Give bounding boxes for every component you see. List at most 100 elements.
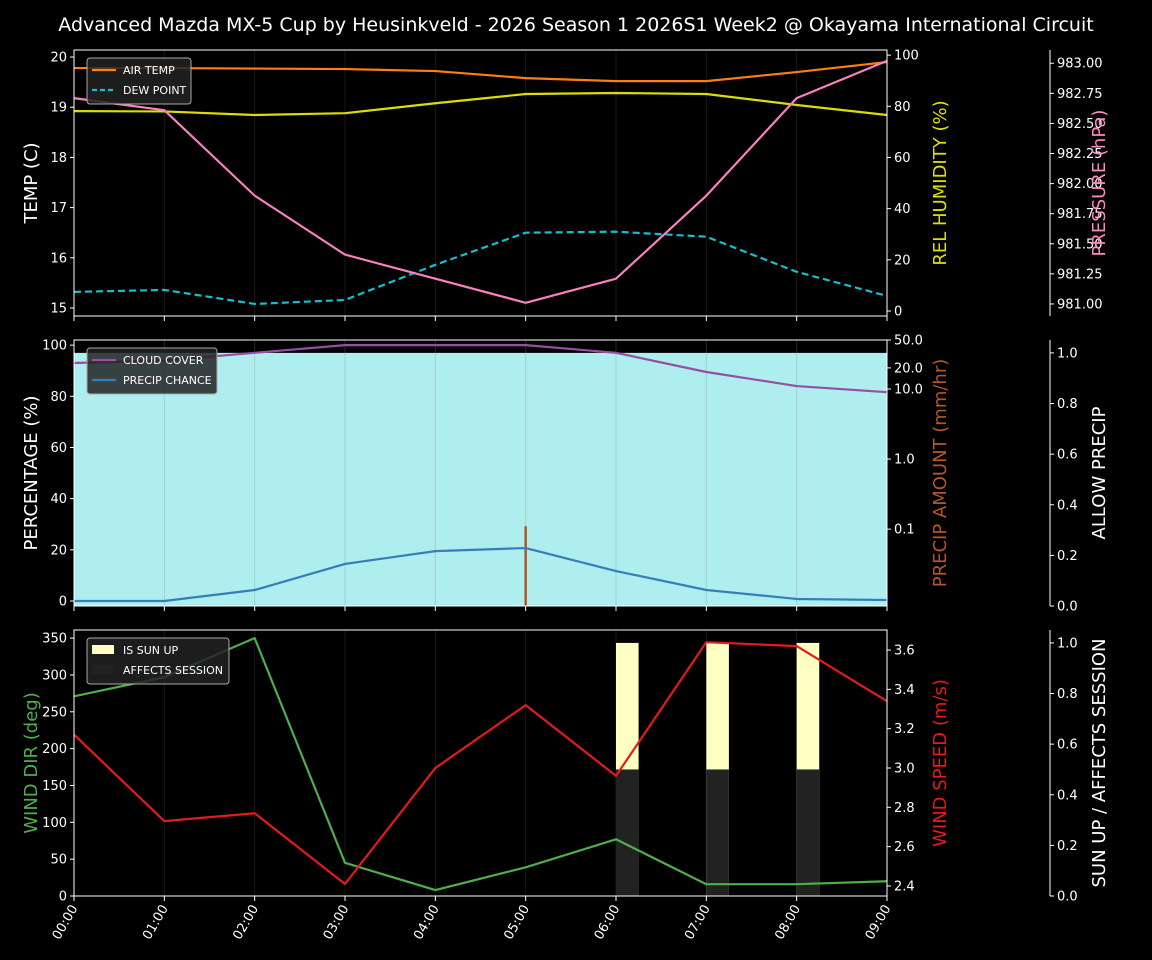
y-tick-label: 0.0 (1057, 600, 1078, 615)
bar-affects-session (796, 769, 820, 896)
y-tick-label: 150 (42, 779, 67, 794)
x-tick-label: 06:00 (592, 903, 624, 943)
y-tick-label: 100 (42, 816, 67, 831)
y-tick-label: 981.00 (1057, 297, 1103, 312)
x-tick-label: 03:00 (321, 903, 353, 943)
bar-affects-session (706, 769, 729, 896)
y-tick-label: 3.4 (894, 683, 915, 698)
y-tick-label: 40 (894, 202, 911, 217)
allow-precip-area (74, 352, 887, 606)
y-tick-label: 0.4 (1057, 498, 1078, 513)
y-tick-label: 1.0 (894, 453, 915, 468)
y-tick-label: 0.6 (1057, 448, 1078, 463)
y-tick-label: 50 (50, 853, 67, 868)
series-line-air-temp (74, 60, 888, 83)
y-tick-label: 0.1 (894, 523, 915, 538)
y-tick-label: 10.0 (894, 382, 923, 397)
y-tick-label: 200 (42, 742, 67, 757)
x-tick-label: 07:00 (682, 903, 714, 943)
panel-3: 0 50 100 150 200 250 300 350 WIND DIR (deg) 2.4 2.… (21, 629, 1110, 943)
axis-label-left: TEMP (C) (21, 142, 42, 224)
axis-label-left: PERCENTAGE (%) (21, 395, 42, 550)
legend-frame (86, 637, 230, 685)
axis-label-left: WIND DIR (deg) (21, 692, 42, 834)
y-tick-label: 981.25 (1057, 267, 1103, 282)
y-tick-label: 20 (50, 51, 67, 66)
legend: IS SUN UP AFFECTS SESSION (86, 637, 230, 685)
y-tick-label: 80 (50, 390, 67, 405)
y-tick-label: 250 (42, 705, 67, 720)
y-tick-label: 19 (50, 101, 67, 116)
y-tick-label: 15 (50, 301, 67, 316)
legend-swatch (92, 665, 114, 674)
panel-2: 0 20 40 60 80 100 PERCENTAGE (%) 0.1 1.0 10.0 20.0… (21, 334, 1110, 615)
y-tick-label: 20.0 (894, 361, 923, 376)
y-tick-label: 40 (50, 492, 67, 507)
legend: AIR TEMP DEW POINT (86, 57, 192, 105)
axis-label-right: PRECIP AMOUNT (mm/hr) (930, 359, 951, 588)
legend-label: DEW POINT (123, 84, 187, 97)
y-tick-label: 0.4 (1057, 788, 1078, 803)
series-line-precip-chance (74, 546, 888, 603)
x-tick-label: 09:00 (863, 903, 895, 943)
legend-swatch (92, 645, 114, 654)
y-tick-label: 3.2 (894, 722, 915, 737)
chart-title: Advanced Mazda MX-5 Cup by Heusinkveld -… (58, 14, 1094, 36)
y-tick-label: 982.50 (1057, 117, 1103, 132)
legend: CLOUD COVER PRECIP CHANCE (86, 347, 218, 395)
y-tick-label: 100 (894, 49, 919, 64)
y-tick-label: 983.00 (1057, 57, 1103, 72)
series-line-right2-3 (73, 59, 888, 304)
axis-label-right2: ALLOW PRECIP (1089, 406, 1110, 539)
legend-label: AIR TEMP (123, 64, 175, 77)
y-tick-label: 982.25 (1057, 147, 1103, 162)
y-tick-label: 20 (50, 543, 67, 558)
plot-frame (73, 629, 888, 897)
y-tick-label: 50.0 (894, 334, 923, 349)
x-tick-label: 04:00 (411, 903, 443, 943)
y-tick-label: 981.50 (1057, 237, 1103, 252)
y-tick-label: 0.2 (1057, 549, 1078, 564)
y-tick-label: 0.6 (1057, 738, 1078, 753)
y-tick-label: 0.8 (1057, 687, 1078, 702)
y-tick-label: 982.75 (1057, 87, 1103, 102)
x-tick-label: 01:00 (140, 903, 172, 943)
y-tick-label: 0 (59, 595, 67, 610)
y-tick-label: 80 (894, 100, 911, 115)
axis-label-right2: PRESSURE (hPa) (1089, 110, 1110, 257)
y-tick-label: 3.0 (894, 762, 915, 777)
y-tick-label: 0.2 (1057, 839, 1078, 854)
x-tick-label: 05:00 (501, 903, 533, 943)
panel-1: 15 16 17 18 19 20 TEMP (C) 0 20 40 60 80 100 REL HUMI… (21, 49, 1110, 321)
y-tick-label: 20 (894, 253, 911, 268)
y-tick-label: 100 (42, 339, 67, 354)
legend-label: IS SUN UP (123, 644, 179, 657)
y-tick-label: 350 (42, 632, 67, 647)
y-tick-label: 300 (42, 668, 67, 683)
axis-label-right: WIND SPEED (m/s) (930, 679, 951, 847)
x-tick-label: 02:00 (230, 903, 262, 943)
y-tick-label: 0 (894, 305, 902, 320)
y-tick-label: 1.0 (1057, 636, 1078, 651)
y-tick-label: 0 (59, 890, 67, 905)
y-tick-label: 2.8 (894, 801, 915, 816)
axis-label-right2: SUN UP / AFFECTS SESSION (1089, 638, 1110, 887)
legend-frame (86, 347, 218, 395)
legend-label: CLOUD COVER (123, 354, 204, 367)
y-tick-label: 3.6 (894, 644, 915, 659)
series-line-right-1 (73, 641, 888, 886)
y-tick-label: 982.00 (1057, 177, 1103, 192)
y-tick-label: 60 (50, 441, 67, 456)
x-tick-label: 00:00 (50, 903, 82, 943)
x-tick-label: 08:00 (772, 903, 804, 943)
series-line-right-2 (73, 91, 888, 117)
legend-label: PRECIP CHANCE (123, 374, 212, 387)
bar-affects-session (616, 769, 639, 896)
y-tick-label: 2.6 (894, 840, 915, 855)
plot-frame (73, 49, 888, 317)
series-line-dew-point (73, 230, 888, 306)
plot-frame (73, 339, 888, 607)
y-tick-label: 981.75 (1057, 207, 1103, 222)
legend-label: AFFECTS SESSION (123, 664, 223, 677)
